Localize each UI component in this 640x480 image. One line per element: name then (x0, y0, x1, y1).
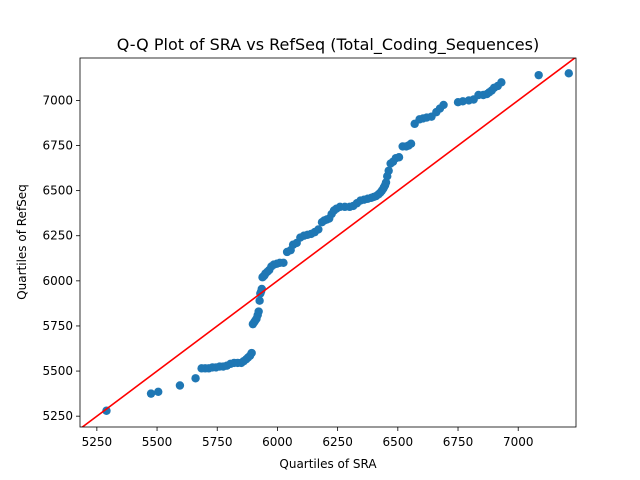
data-point (564, 69, 573, 78)
y-axis-ticks: 5250 5500 5750 6000 6250 6500 6750 7000 (42, 93, 80, 423)
y-tick-label: 5750 (42, 319, 73, 333)
chart-title: Q-Q Plot of SRA vs RefSeq (Total_Coding_… (117, 35, 539, 55)
data-point (247, 348, 256, 358)
x-tick-label: 6250 (322, 435, 353, 449)
data-point (394, 153, 404, 162)
x-axis-ticks: 5250 5500 5750 6000 6250 6500 6750 7000 (82, 427, 534, 449)
y-tick-label: 6000 (42, 274, 73, 288)
data-point (497, 78, 506, 87)
data-point (384, 166, 393, 175)
x-tick-label: 5750 (202, 435, 233, 449)
data-point (255, 296, 264, 305)
data-point (406, 139, 416, 148)
x-tick-label: 6750 (443, 435, 474, 449)
y-axis-label: Quartiles of RefSeq (15, 184, 29, 300)
x-tick-label: 5500 (142, 435, 173, 449)
y-tick-label: 6750 (42, 139, 73, 153)
y-tick-label: 5500 (42, 364, 73, 378)
data-point (191, 374, 200, 383)
data-point (146, 389, 156, 398)
x-tick-label: 7000 (503, 435, 534, 449)
x-tick-label: 5250 (82, 435, 113, 449)
y-tick-label: 6250 (42, 229, 73, 243)
points-layer (102, 69, 573, 415)
data-point (102, 406, 111, 415)
data-point (154, 387, 163, 397)
data-point (381, 178, 391, 187)
data-point (279, 258, 288, 267)
data-point (254, 307, 263, 316)
y-tick-label: 7000 (42, 93, 73, 107)
y-tick-label: 6500 (42, 184, 73, 198)
data-point (175, 381, 185, 390)
reference-line (81, 58, 576, 427)
x-axis-label: Quartiles of SRA (279, 457, 377, 471)
x-tick-label: 6500 (383, 435, 414, 449)
data-point (314, 225, 323, 234)
plot-frame (79, 57, 577, 428)
x-tick-label: 6000 (262, 435, 293, 449)
data-point (534, 70, 543, 80)
data-point (439, 100, 448, 110)
y-tick-label: 5250 (42, 409, 73, 423)
